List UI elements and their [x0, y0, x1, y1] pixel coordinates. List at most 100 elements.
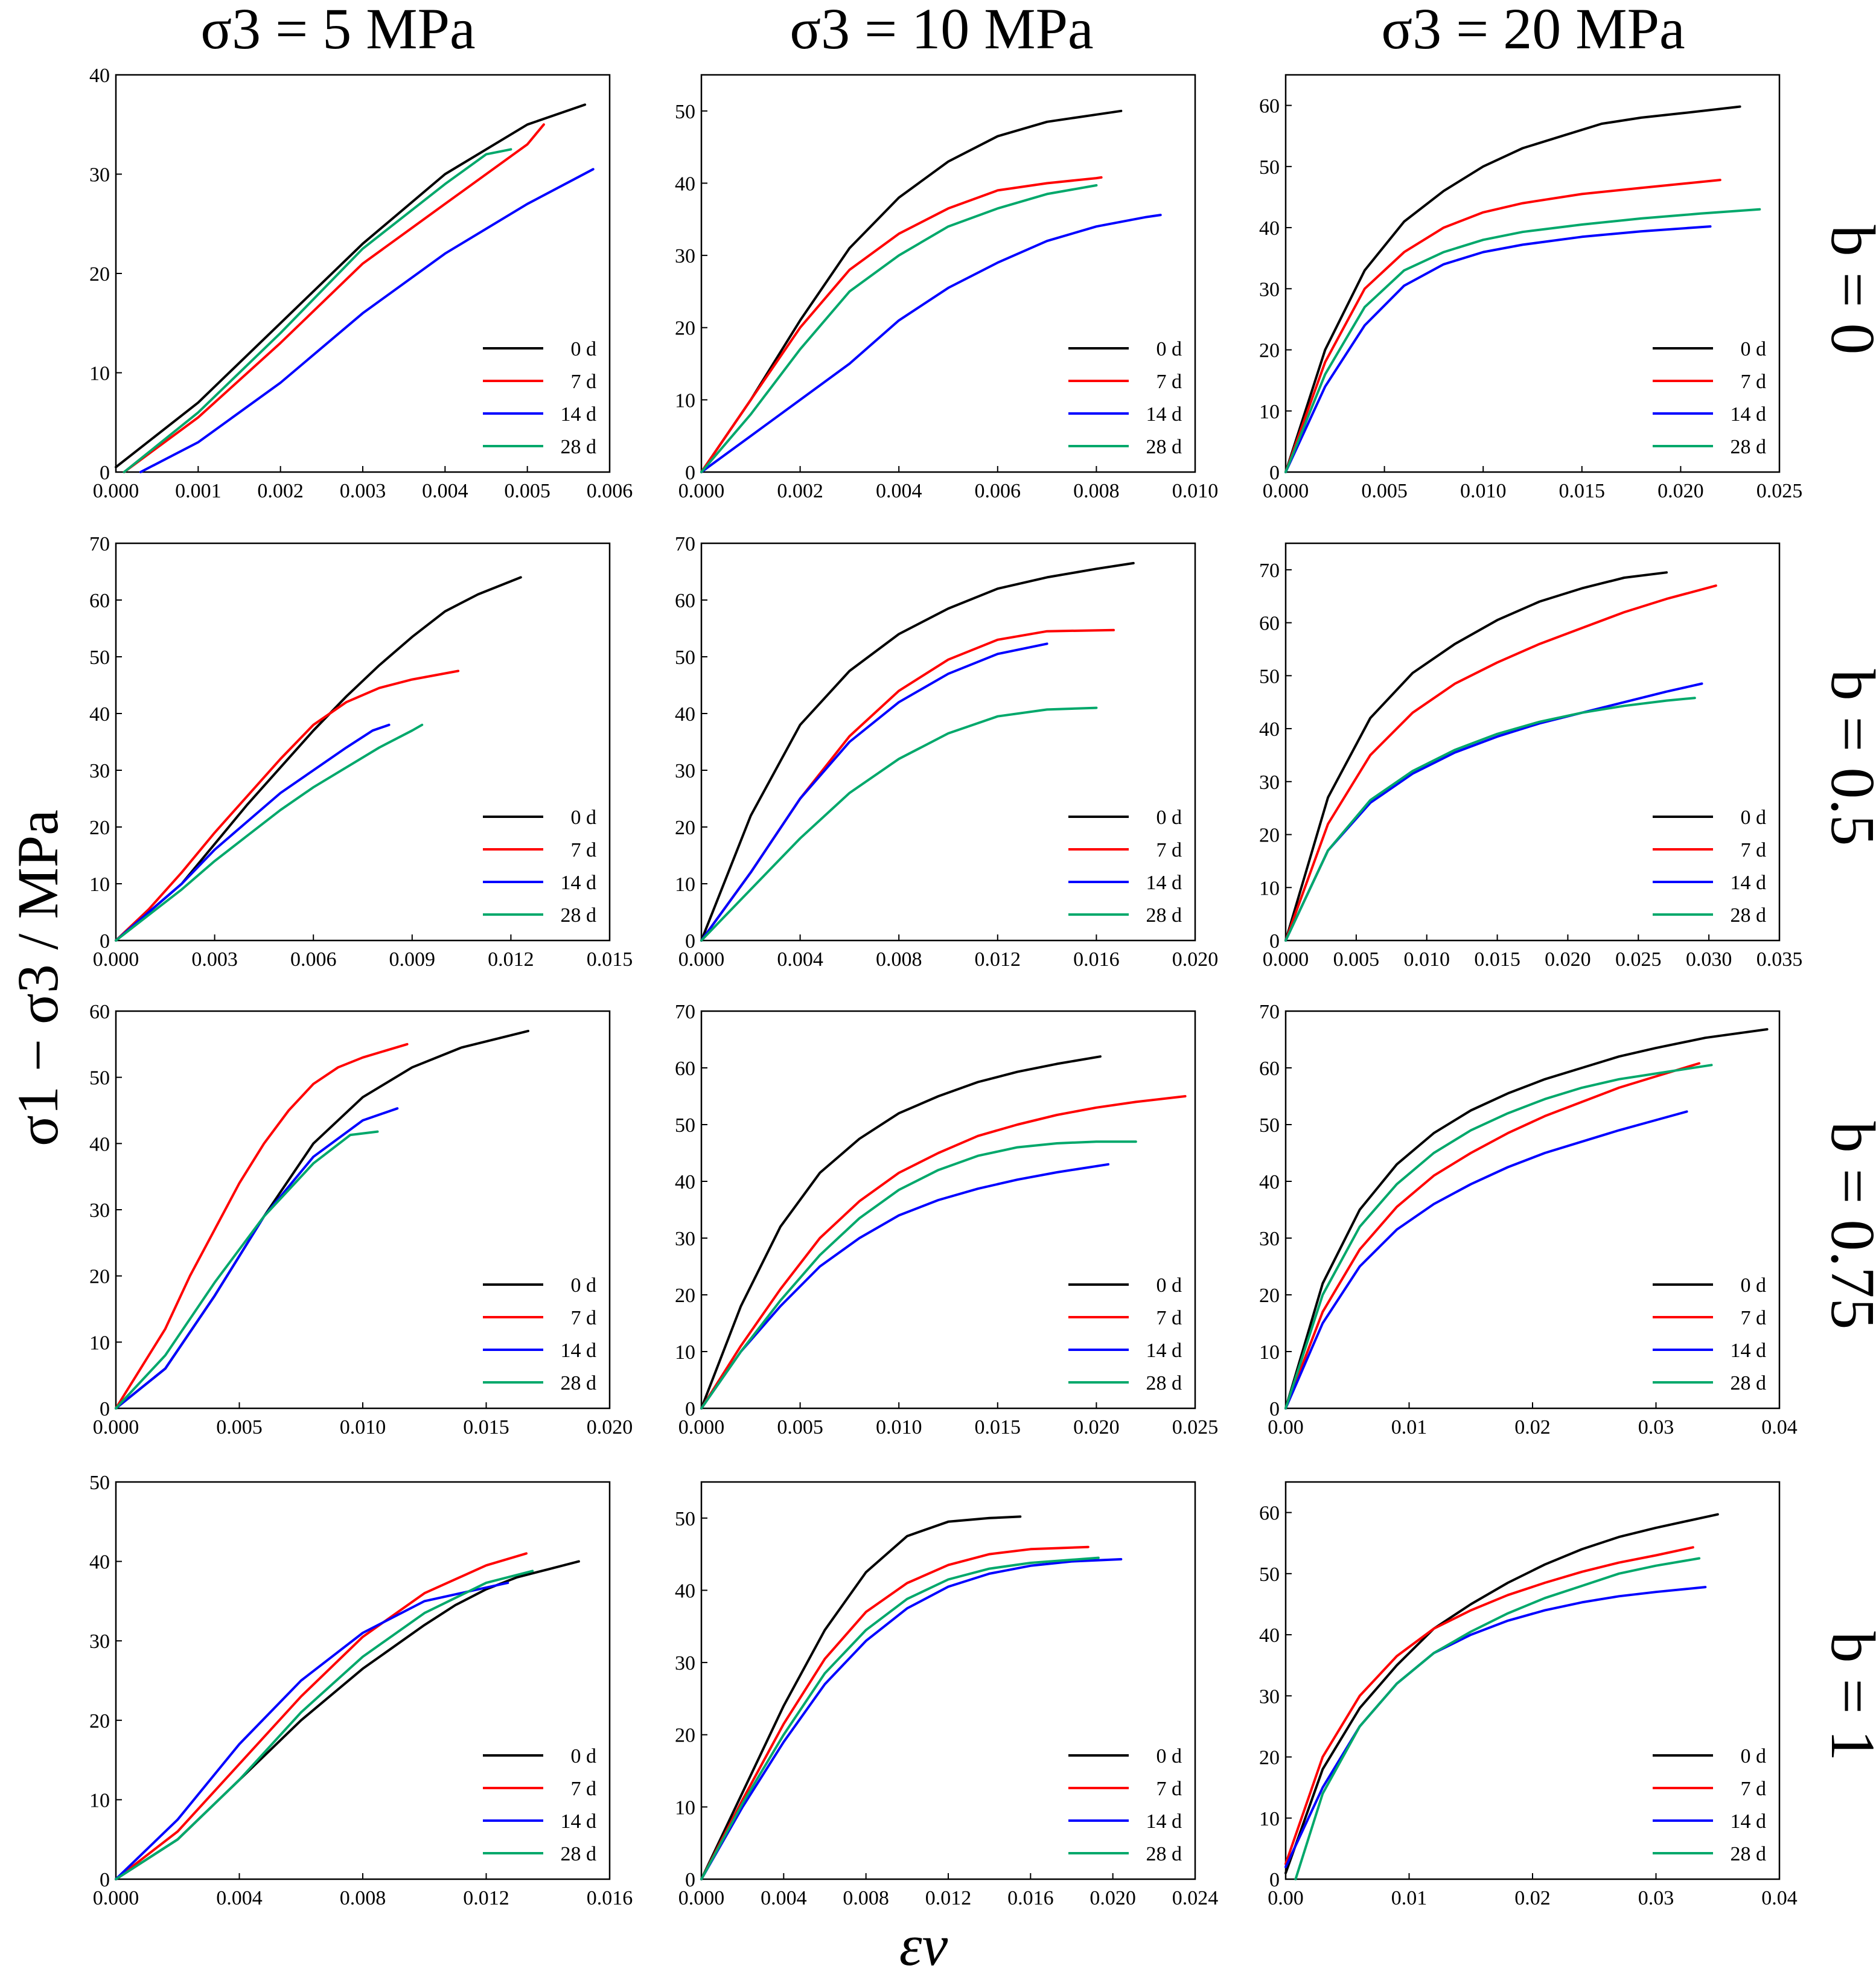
- series-line-7d: [700, 1545, 1090, 1880]
- x-tick-label: 0.030: [1686, 948, 1732, 971]
- series-line-28d: [1284, 1064, 1713, 1410]
- x-tick-label: 0.000: [678, 1887, 725, 1909]
- y-tick-label: 20: [1259, 1285, 1280, 1307]
- legend-label: 28 d: [1146, 1372, 1182, 1394]
- y-tick-label: 40: [89, 1551, 110, 1574]
- y-tick-label: 10: [1259, 877, 1280, 899]
- x-tick-label: 0.002: [257, 480, 304, 502]
- panels-group: 0.000 0.001 0.002 0.003 0.004 0.005 0.00601020…: [89, 65, 1802, 1909]
- row-label-b0: b = 0: [1818, 225, 1876, 355]
- legend-label: 0 d: [1741, 806, 1767, 829]
- y-tick-label: 40: [1259, 1624, 1280, 1647]
- x-tick-label: 0.02: [1514, 1416, 1551, 1439]
- legend-label: 0 d: [1741, 1274, 1767, 1297]
- legend-label: 28 d: [561, 1843, 597, 1865]
- series-line-14d: [700, 1558, 1123, 1880]
- y-axis-title: σ1 − σ3 / MPa: [5, 809, 70, 1146]
- y-tick-label: 60: [1259, 613, 1280, 635]
- y-tick-label: 30: [675, 1652, 695, 1675]
- x-tick-label: 0.000: [93, 480, 139, 502]
- y-tick-label: 0: [100, 462, 110, 484]
- x-tick-label: 0.025: [1756, 480, 1803, 502]
- y-tick-label: 30: [1259, 771, 1280, 794]
- series-line-28d: [1284, 697, 1696, 942]
- legend-label: 0 d: [1157, 1745, 1182, 1767]
- x-tick-label: 0.015: [1559, 480, 1606, 502]
- x-tick-label: 0.004: [422, 480, 468, 502]
- y-tick-label: 10: [675, 1341, 695, 1364]
- y-tick-label: 30: [1259, 1228, 1280, 1250]
- series-line-7d: [700, 628, 1115, 942]
- series-line-0d: [700, 1515, 1022, 1880]
- y-tick-label: 10: [675, 873, 695, 896]
- legend-label: 0 d: [1157, 1274, 1182, 1297]
- y-tick-label: 50: [89, 1067, 110, 1090]
- legend-label: 14 d: [1731, 403, 1767, 426]
- x-tick-label: 0.012: [925, 1887, 972, 1909]
- x-tick-label: 0.010: [340, 1416, 386, 1439]
- x-tick-label: 0.012: [975, 948, 1021, 971]
- series-line-14d: [700, 1163, 1109, 1410]
- y-tick-label: 60: [675, 590, 695, 612]
- legend-label: 28 d: [561, 904, 597, 927]
- y-tick-label: 30: [675, 245, 695, 267]
- y-tick-label: 60: [89, 1001, 110, 1023]
- x-tick-label: 0.015: [463, 1416, 509, 1439]
- series-line-7d: [1284, 584, 1717, 942]
- series-line-0d: [700, 109, 1123, 473]
- y-tick-label: 10: [89, 1332, 110, 1354]
- y-tick-label: 30: [89, 1199, 110, 1222]
- legend-label: 28 d: [1146, 1843, 1182, 1865]
- series-line-7d: [1284, 1062, 1701, 1410]
- x-tick-label: 0.025: [1615, 948, 1662, 971]
- x-tick-label: 0.012: [488, 948, 534, 971]
- x-tick-label: 0.000: [678, 948, 725, 971]
- y-tick-label: 50: [1259, 1563, 1280, 1586]
- y-tick-label: 10: [675, 1796, 695, 1819]
- x-tick-label: 0.006: [290, 948, 337, 971]
- y-tick-label: 0: [1269, 1398, 1280, 1420]
- plot-frame: [115, 542, 611, 942]
- legend-label: 14 d: [1146, 872, 1182, 894]
- y-tick-label: 40: [675, 1580, 695, 1602]
- x-tick-label: 0.004: [876, 480, 922, 502]
- y-tick-label: 20: [89, 1710, 110, 1732]
- chart-panel-b1-s5: 0.000 0.004 0.008 0.012 0.016 0 10 20 30 40 50 0 d 7…: [89, 1472, 633, 1909]
- series-line-28d: [115, 1130, 379, 1410]
- x-tick-label: 0.004: [777, 948, 823, 971]
- legend-label: 0 d: [571, 338, 597, 360]
- legend-label: 0 d: [1741, 338, 1767, 360]
- legend-label: 0 d: [1157, 806, 1182, 829]
- legend-label: 14 d: [1146, 403, 1182, 426]
- column-header-s10: σ3 = 10 MPa: [790, 0, 1093, 61]
- legend-label: 7 d: [1741, 1307, 1767, 1329]
- y-tick-label: 10: [675, 389, 695, 412]
- column-header-s5: σ3 = 5 MPa: [200, 0, 475, 61]
- legend-label: 14 d: [561, 1340, 597, 1362]
- legend-label: 7 d: [1741, 1778, 1767, 1800]
- series-line-7d: [115, 1043, 409, 1410]
- series-line-28d: [700, 184, 1098, 473]
- x-tick-label: 0.00: [1268, 1887, 1304, 1909]
- series-line-14d: [700, 642, 1048, 942]
- chart-panel-b05-s5: 0.000 0.003 0.006 0.009 0.012 0.015 0 10 20 30 40 5…: [89, 533, 633, 971]
- y-tick-label: 60: [89, 590, 110, 612]
- legend-label: 28 d: [1146, 904, 1182, 927]
- plot-frame: [700, 74, 1196, 473]
- y-tick-label: 20: [89, 263, 110, 286]
- x-tick-label: 0.016: [587, 1887, 633, 1909]
- y-tick-label: 20: [1259, 1747, 1280, 1769]
- series-line-28d: [700, 1556, 1100, 1880]
- x-tick-label: 0.020: [1090, 1887, 1136, 1909]
- series-line-7d: [115, 1552, 528, 1880]
- y-tick-label: 30: [675, 760, 695, 782]
- chart-panel-b1-s10: 0.000 0.004 0.008 0.012 0.016 0.020 0.024 0 10 20…: [675, 1481, 1218, 1909]
- column-header-s20: σ3 = 20 MPa: [1381, 0, 1685, 61]
- series-line-14d: [139, 168, 595, 473]
- chart-panel-b05-s20: 0.000 0.005 0.010 0.015 0.020 0.025 0.030 0.035…: [1259, 542, 1802, 971]
- chart-panel-b1-s20: 0.00 0.01 0.02 0.03 0.04 0 10 20 30 40 50 60 0 d 7 d 1…: [1259, 1481, 1798, 1909]
- x-tick-label: 0.016: [1073, 948, 1120, 971]
- series-line-0d: [1284, 105, 1741, 473]
- legend-label: 14 d: [1731, 1810, 1767, 1833]
- series-line-7d: [1284, 1546, 1694, 1865]
